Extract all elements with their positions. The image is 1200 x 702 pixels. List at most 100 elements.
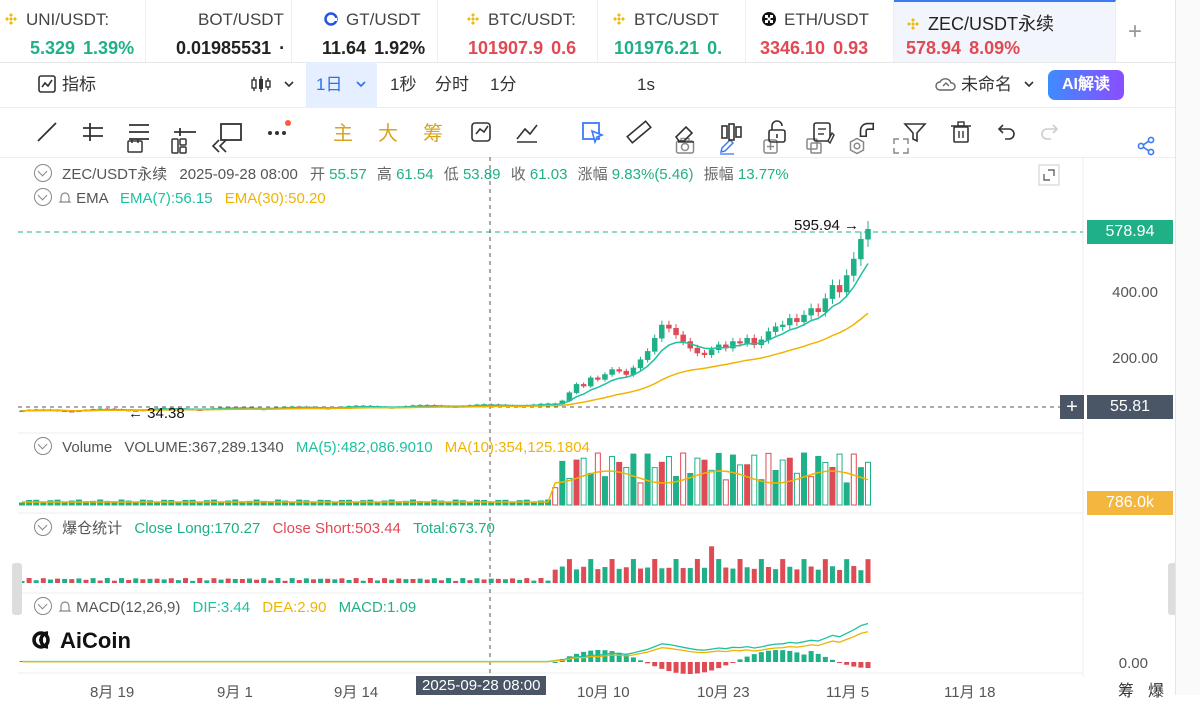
liquidation-bar xyxy=(865,559,871,583)
tf-1m-button[interactable]: 1分 xyxy=(490,75,517,94)
chart-type-dropdown[interactable] xyxy=(250,62,295,107)
volume-bar xyxy=(310,502,317,506)
sync-tool-icon[interactable] xyxy=(466,117,496,147)
price-chart[interactable] xyxy=(0,157,1175,695)
volume-bar xyxy=(701,459,708,506)
volume-bar xyxy=(708,469,715,506)
macd-bar xyxy=(787,650,793,662)
measure-tool-icon[interactable] xyxy=(512,117,542,147)
rectangle-tool-icon[interactable] xyxy=(216,117,246,147)
layout-name-dropdown[interactable]: 未命名 xyxy=(935,62,1035,107)
macd-bar xyxy=(609,651,615,662)
note-tool-icon[interactable] xyxy=(808,117,838,147)
ticker-tab-gt[interactable]: GT/USDT 11.64 1.92% xyxy=(292,0,438,62)
liquidation-bar xyxy=(446,578,452,583)
add-order-plus-icon[interactable]: + xyxy=(1060,395,1084,419)
liquidation-bar xyxy=(261,578,267,583)
macd-bar xyxy=(659,662,665,669)
share-icon[interactable] xyxy=(1136,136,1156,156)
add-alert-icon[interactable] xyxy=(762,137,780,155)
undo-icon[interactable] xyxy=(990,117,1020,147)
candle-body xyxy=(573,384,580,393)
legend-change-label: 涨幅 xyxy=(577,166,608,183)
collapse-toggle-icon[interactable] xyxy=(34,518,52,536)
volume-bar xyxy=(594,452,601,506)
bell-icon[interactable] xyxy=(58,600,72,614)
ticker-tab-btc-perp[interactable]: BTC/USDT: 101907.9 0.6 xyxy=(438,0,598,62)
tf-1s-button[interactable]: 1秒 xyxy=(390,75,417,94)
liquidation-bar xyxy=(638,568,644,583)
macd-value: MACD:1.09 xyxy=(338,599,417,616)
macd-name: MACD(12,26,9) xyxy=(76,599,181,616)
fullscreen-icon[interactable] xyxy=(892,137,910,155)
compare-icon[interactable] xyxy=(805,137,823,155)
ticker-tab-btc-spot[interactable]: BTC/USDT 101976.21 0. xyxy=(598,0,746,62)
scroll-right-handle[interactable] xyxy=(1168,563,1178,615)
layout-icon[interactable] xyxy=(170,137,188,155)
expand-icon[interactable] xyxy=(1038,164,1060,186)
redo-icon[interactable] xyxy=(1036,117,1066,147)
x-label: 9月 1 xyxy=(217,684,253,701)
liquidation-bar xyxy=(161,579,167,583)
big-order-button[interactable]: 大 xyxy=(378,123,398,145)
candle-tool-icon[interactable] xyxy=(716,117,746,147)
replay-icon[interactable] xyxy=(210,137,230,155)
collapse-toggle-icon[interactable] xyxy=(34,437,52,455)
low-annotation: ← 34.38 xyxy=(128,405,185,422)
chips-axis-button[interactable]: 筹 xyxy=(1118,683,1135,700)
delete-tool-icon[interactable] xyxy=(946,117,976,147)
tf-timeline-button[interactable]: 分时 xyxy=(435,75,469,94)
indicators-button[interactable]: 指标 xyxy=(38,62,96,107)
collapse-toggle-icon[interactable] xyxy=(34,597,52,615)
liquidation-bar xyxy=(47,579,53,583)
trendline-tool-icon[interactable] xyxy=(32,117,62,147)
filter-tool-icon[interactable] xyxy=(900,117,930,147)
macd-bar xyxy=(801,654,807,662)
select-tool-icon[interactable] xyxy=(578,117,608,147)
ticker-name: BTC/USDT: xyxy=(488,10,576,29)
aicoin-logo-icon xyxy=(32,631,50,649)
ticker-tab-zec[interactable]: ZEC/USDT永续 578.94 8.09% xyxy=(894,0,1116,62)
liquidation-bar xyxy=(204,580,210,583)
ticker-tab-uni[interactable]: UNI/USDT: 5.329 1.39% xyxy=(0,0,146,62)
liquidation-bar xyxy=(666,567,672,583)
liquidation-bar xyxy=(360,580,366,583)
pencil-icon[interactable] xyxy=(718,137,736,155)
magnet-tool-icon[interactable] xyxy=(854,117,884,147)
liquidation-axis-button[interactable]: 爆 xyxy=(1148,683,1165,700)
x-label: 10月 23 xyxy=(697,684,750,701)
candle-body xyxy=(737,341,743,344)
right-sidebar xyxy=(1175,0,1200,695)
volume-bar xyxy=(303,500,310,506)
volume-bar xyxy=(154,502,161,506)
eraser-tool-icon[interactable] xyxy=(670,117,700,147)
more-tools-icon[interactable] xyxy=(262,117,292,147)
ticker-tab-bot[interactable]: BOT/USDT 0.01985531 · xyxy=(146,0,292,62)
lock-tool-icon[interactable] xyxy=(762,117,792,147)
bell-icon[interactable] xyxy=(58,191,72,205)
add-tab-icon[interactable]: + xyxy=(1128,18,1143,45)
macd-dea: DEA:2.90 xyxy=(262,599,327,616)
collapse-toggle-icon[interactable] xyxy=(34,164,52,182)
candle-body xyxy=(602,374,608,380)
horizontal-line-tool-icon[interactable] xyxy=(170,117,200,147)
chips-button[interactable]: 筹 xyxy=(423,123,443,145)
refresh-interval-button[interactable]: 1s xyxy=(637,75,655,94)
ruler-tool-icon[interactable] xyxy=(624,117,654,147)
ticker-tab-eth[interactable]: ETH/USDT 3346.10 0.93 xyxy=(746,0,894,62)
ticker-change: 0.93 xyxy=(833,38,869,58)
collapse-toggle-icon[interactable] xyxy=(34,188,52,206)
macd-bar xyxy=(701,662,707,673)
ai-analysis-button[interactable]: AI解读 xyxy=(1048,70,1124,100)
parallel-line-tool-icon[interactable] xyxy=(78,117,108,147)
liquidation-bar xyxy=(623,567,629,583)
fib-tool-icon[interactable] xyxy=(124,117,154,147)
okx-icon xyxy=(762,12,776,26)
liquidation-bar xyxy=(332,579,338,583)
scroll-left-handle[interactable] xyxy=(12,563,22,615)
legend-amplitude-label: 振幅 xyxy=(703,166,734,183)
main-force-button[interactable]: 主 xyxy=(333,123,353,145)
legend-high: 61.54 xyxy=(396,166,434,183)
settings-icon[interactable] xyxy=(848,137,866,155)
timeframe-dropdown[interactable]: 1日 xyxy=(306,62,378,107)
